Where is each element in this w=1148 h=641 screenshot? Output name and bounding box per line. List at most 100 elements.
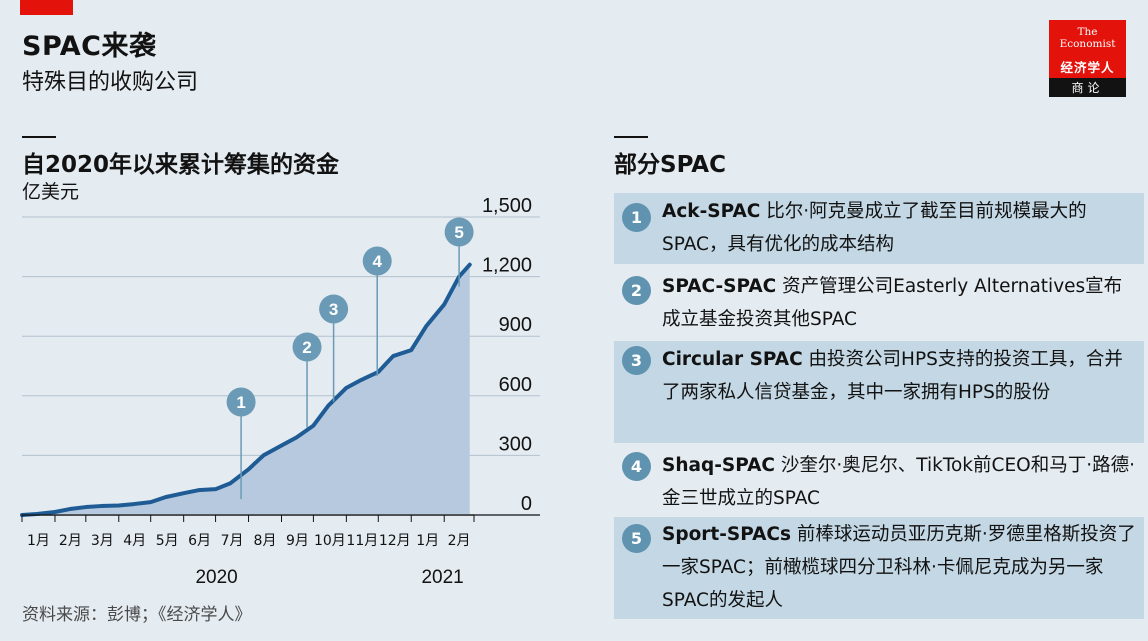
list-item-name: Circular SPAC (662, 349, 803, 370)
data-point (149, 500, 153, 504)
x-tick-label: 1月 (27, 533, 50, 549)
data-point (359, 378, 363, 382)
y-tick-label: 0 (521, 493, 532, 515)
data-point (197, 488, 201, 492)
list-item-text: Circular SPAC 由投资公司HPS支持的投资工具，合并了两家私人信贷基… (662, 343, 1136, 409)
data-point (326, 404, 330, 408)
data-point (99, 504, 103, 508)
marker-badge (319, 294, 349, 324)
source-note: 资料来源：彭博；《经济学人》 (22, 605, 252, 625)
x-tick-label: 7月 (221, 533, 244, 549)
list-item-desc: 前棒球运动员亚历克斯·罗德里格斯投资了一家SPAC；前橄榄球四分卫科林·卡佩尼克… (662, 524, 1136, 611)
marker-label: 2 (302, 338, 311, 357)
marker-label: 1 (236, 393, 245, 412)
data-point (344, 386, 348, 390)
x-tick-label: 9月 (286, 533, 309, 549)
list-item-number: 3 (622, 346, 651, 375)
chart-title: 自2020年以来累计筹集的资金 (22, 152, 340, 178)
list-item-number: 4 (622, 452, 651, 481)
list-item-name: Ack-SPAC (662, 201, 761, 222)
x-year-label: 2020 (195, 567, 237, 588)
chart-title-rule (22, 136, 56, 138)
logo-line2: Economist (1059, 38, 1116, 50)
economist-logo: The Economist 经济学人 商论 (1049, 20, 1126, 97)
data-point (132, 502, 136, 506)
y-axis-ticks: 0 300 600 900 1,200 1,500 (482, 195, 532, 515)
logo-sub: 商论 (1071, 81, 1104, 95)
list-item-name: SPAC-SPAC (662, 276, 777, 297)
x-tick-label: 6月 (188, 533, 211, 549)
list-item-name: Sport-SPACs (662, 524, 792, 545)
chart-unit-label: 亿美元 (22, 181, 80, 203)
logo-line1: The (1077, 26, 1098, 38)
logo-english: The Economist (1049, 26, 1126, 50)
data-point (84, 505, 88, 509)
data-point (468, 263, 472, 267)
marker-label: 3 (329, 300, 338, 319)
list-item-desc: 沙奎尔·奥尼尔、TikTok前CEO和马丁·路德·金三世成立的SPAC (662, 455, 1135, 509)
list-item: 1 Ack-SPAC 比尔·阿克曼成立了截至目前规模最大的SPAC，具有优化的成… (614, 193, 1144, 264)
data-point (261, 453, 265, 457)
x-tick-label: 3月 (91, 533, 114, 549)
x-tick-label: 5月 (156, 533, 179, 549)
list-item-number: 2 (622, 276, 651, 305)
data-point (53, 510, 57, 514)
list-item: 5 Sport-SPACs 前棒球运动员亚历克斯·罗德里格斯投资了一家SPAC；… (614, 517, 1144, 619)
x-tick-label: 1月 (416, 533, 439, 549)
list-item-desc: 资产管理公司Easterly Alternatives宣布成立基金投资其他SPA… (662, 276, 1123, 330)
marker-badge (362, 246, 392, 276)
list-item-text: SPAC-SPAC 资产管理公司Easterly Alternatives宣布成… (662, 270, 1136, 336)
data-point (182, 491, 186, 495)
list-item: 4 Shaq-SPAC 沙奎尔·奥尼尔、TikTok前CEO和马丁·路德·金三世… (614, 449, 1144, 515)
data-point (311, 424, 315, 428)
marker-badge (292, 332, 322, 362)
x-tick-label: 11月 (346, 533, 378, 549)
page-subtitle: 特殊目的收购公司 (22, 70, 199, 95)
marker-badge (444, 217, 474, 247)
x-axis: 1月 2月 3月 4月 5月 6月 7月 8月 9月 10月 11月 12月 1月 2月 2020 2021 (21, 514, 475, 588)
area-series (20, 262, 472, 517)
data-point (214, 487, 218, 491)
data-point (424, 324, 428, 328)
list-item-desc: 比尔·阿克曼成立了截至目前规模最大的SPAC，具有优化的成本结构 (662, 201, 1087, 255)
data-point (280, 443, 284, 447)
list-item-desc: 由投资公司HPS支持的投资工具，合并了两家私人信贷基金，其中一家拥有HPS的股份 (662, 349, 1123, 403)
list-item-text: Sport-SPACs 前棒球运动员亚历克斯·罗德里格斯投资了一家SPAC；前橄… (662, 518, 1136, 617)
y-tick-label: 600 (499, 374, 532, 396)
red-tag (20, 0, 73, 15)
data-point (247, 467, 251, 471)
list-item-number: 1 (622, 203, 651, 232)
data-point (442, 302, 446, 306)
list-item-number: 5 (622, 524, 651, 553)
y-tick-label: 300 (499, 433, 532, 455)
logo-chinese: 经济学人 (1060, 60, 1115, 75)
list-item-name: Shaq-SPAC (662, 455, 775, 476)
list-title-rule (614, 136, 648, 138)
marker-label: 5 (454, 223, 463, 242)
x-tick-label: 10月 (314, 533, 346, 549)
x-tick-label: 12月 (379, 533, 411, 549)
data-point (391, 354, 395, 358)
x-tick-label: 8月 (254, 533, 277, 549)
area-fill (22, 264, 470, 515)
page-title: SPAC来袭 (22, 31, 157, 62)
x-tick-label: 2月 (59, 533, 82, 549)
list-item: 2 SPAC-SPAC 资产管理公司Easterly Alternatives宣… (614, 268, 1144, 339)
list-item-text: Shaq-SPAC 沙奎尔·奥尼尔、TikTok前CEO和马丁·路德·金三世成立… (662, 449, 1136, 515)
y-tick-label: 900 (499, 314, 532, 336)
y-tick-label: 1,200 (482, 255, 532, 277)
x-year-label: 2021 (421, 567, 463, 588)
data-point (117, 503, 121, 507)
data-point (68, 507, 72, 511)
logo-bar (1049, 78, 1126, 97)
marker-label: 4 (372, 252, 382, 271)
marker-badge (226, 387, 256, 417)
data-point (294, 436, 298, 440)
list-item: 3 Circular SPAC 由投资公司HPS支持的投资工具，合并了两家私人信… (614, 341, 1144, 443)
y-tick-label: 1,500 (482, 195, 532, 217)
data-point (409, 348, 413, 352)
data-point (164, 495, 168, 499)
data-point (228, 481, 232, 485)
